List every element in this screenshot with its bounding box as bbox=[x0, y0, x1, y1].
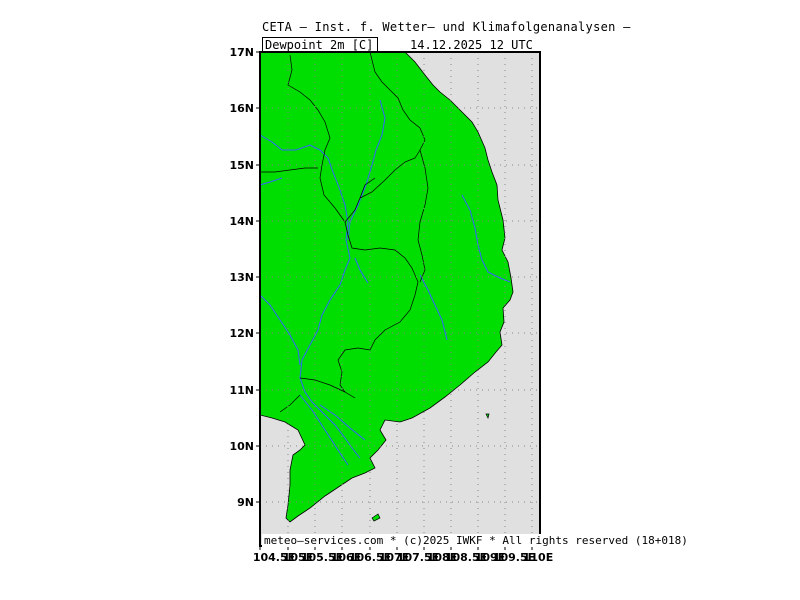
lon-label: 108E bbox=[427, 551, 457, 564]
lat-label: 9N bbox=[237, 496, 254, 509]
lat-label: 16N bbox=[229, 102, 254, 115]
lon-label: 109E bbox=[475, 551, 505, 564]
axis-ticks bbox=[256, 51, 533, 550]
lon-label: 110E bbox=[523, 551, 553, 564]
lon-label: 109.5E bbox=[493, 551, 535, 564]
borders bbox=[260, 51, 429, 413]
copyright-credit: meteo—services.com * (c)2025 IWKF * All … bbox=[262, 534, 690, 547]
lon-label: 107.5E bbox=[397, 551, 439, 564]
lat-label: 10N bbox=[229, 440, 254, 453]
lon-label: 105E bbox=[283, 551, 313, 564]
lat-label: 14N bbox=[229, 215, 254, 228]
rivers bbox=[259, 99, 511, 466]
lat-label: 13N bbox=[229, 271, 254, 284]
map-title: CETA — Inst. f. Wetter— und Klimafolgena… bbox=[262, 20, 631, 34]
land-area bbox=[259, 51, 514, 523]
longitude-labels: 104.5E 105E 105.5E 106E 106.5E 107E 107.… bbox=[253, 551, 553, 564]
lat-label: 15N bbox=[229, 159, 254, 172]
island bbox=[371, 513, 381, 522]
lat-label: 12N bbox=[229, 327, 254, 340]
lon-label: 106.5E bbox=[349, 551, 391, 564]
lon-label: 106E bbox=[331, 551, 361, 564]
latitude-labels: 17N 16N 15N 14N 13N 12N 11N 10N 9N bbox=[229, 46, 254, 509]
graticule bbox=[260, 52, 540, 546]
island bbox=[485, 413, 490, 420]
lon-label: 107E bbox=[379, 551, 409, 564]
parameter-name: Dewpoint_2m_[C] bbox=[262, 37, 379, 52]
lon-label: 104.5E bbox=[253, 551, 295, 564]
lon-label: 105.5E bbox=[301, 551, 343, 564]
lat-label: 11N bbox=[229, 384, 254, 397]
parameter-header: Dewpoint_2m_[C] 14.12.2025 12 UTC bbox=[262, 37, 533, 52]
valid-time: 14.12.2025 12 UTC bbox=[410, 38, 533, 52]
lon-label: 108.5E bbox=[445, 551, 487, 564]
lat-label: 17N bbox=[229, 46, 254, 59]
